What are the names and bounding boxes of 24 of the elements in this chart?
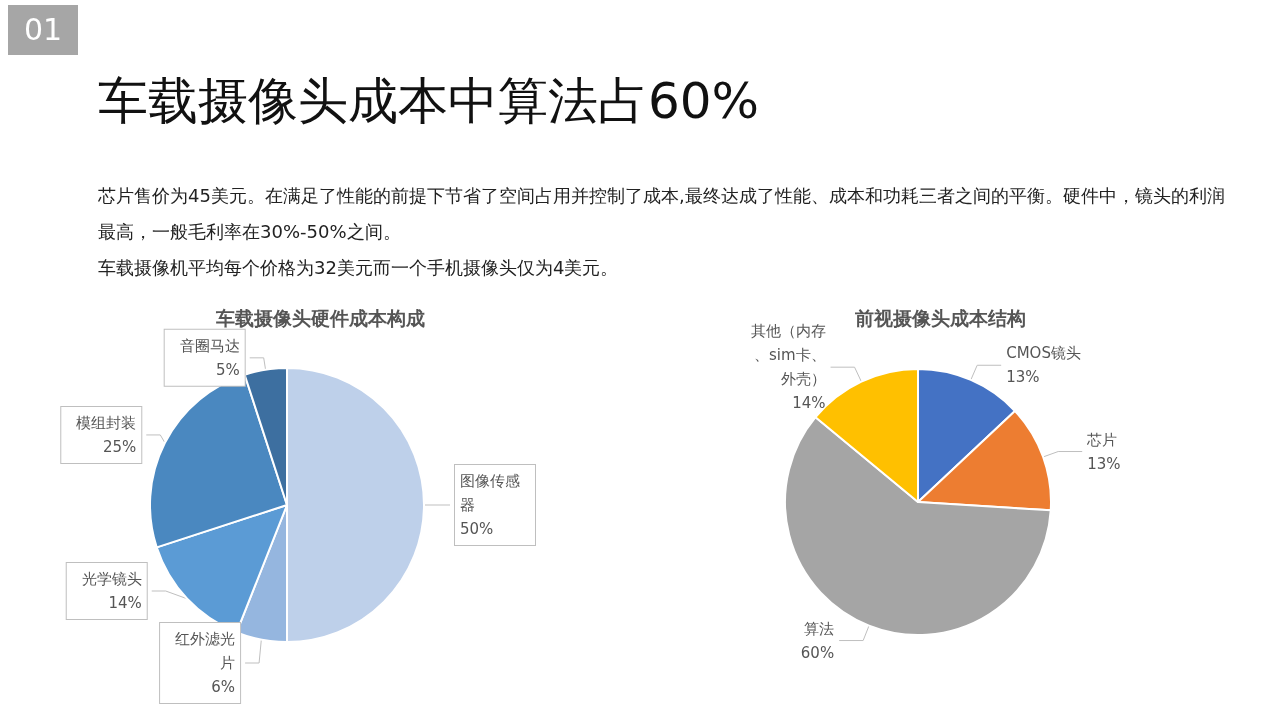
- text: 01: [8, 5, 78, 55]
- chart-title: 前视摄像头成本结构: [853, 306, 1026, 329]
- data-label: 14%: [108, 594, 142, 612]
- data-label: 6%: [211, 678, 236, 696]
- slice-label: 光学镜头: [81, 570, 142, 588]
- slice-label: 芯片: [1086, 430, 1118, 449]
- data-label: 25%: [102, 437, 137, 456]
- data-label: 13%: [1087, 454, 1121, 473]
- text: 车载摄像机平均每个价格为32美元而一个手机摄像头仅为4美元。: [98, 256, 620, 280]
- text: 芯片售价为45美元。在满足了性能的前提下节省了空间占用并控制了成本,最终达成了性能、成本和功耗三者之间的平衡。硬件中，镜头的利润最高，一般毛利率在30%-50%之间。: [98, 184, 1226, 244]
- data-label: 50%: [460, 520, 494, 538]
- data-label: 14%: [792, 394, 826, 413]
- slice-label: CMOS镜头: [1006, 344, 1081, 363]
- slice-label: 红外滤光片: [175, 630, 236, 672]
- text: 车载摄像头成本中算法占60%: [98, 71, 760, 132]
- slice-label: 模组封装: [76, 413, 137, 432]
- slice-label: 音圈马达: [179, 336, 240, 355]
- data-label: 5%: [215, 360, 240, 379]
- slice-label: 图像传感器: [460, 472, 520, 514]
- chart-title: 车载摄像头硬件成本构成: [214, 306, 425, 329]
- data-label: 60%: [800, 643, 835, 662]
- slice-label: 其他（内存、sim卡、外壳）: [750, 322, 826, 389]
- slice-label: 算法: [804, 619, 835, 638]
- data-label: 13%: [1006, 368, 1040, 387]
